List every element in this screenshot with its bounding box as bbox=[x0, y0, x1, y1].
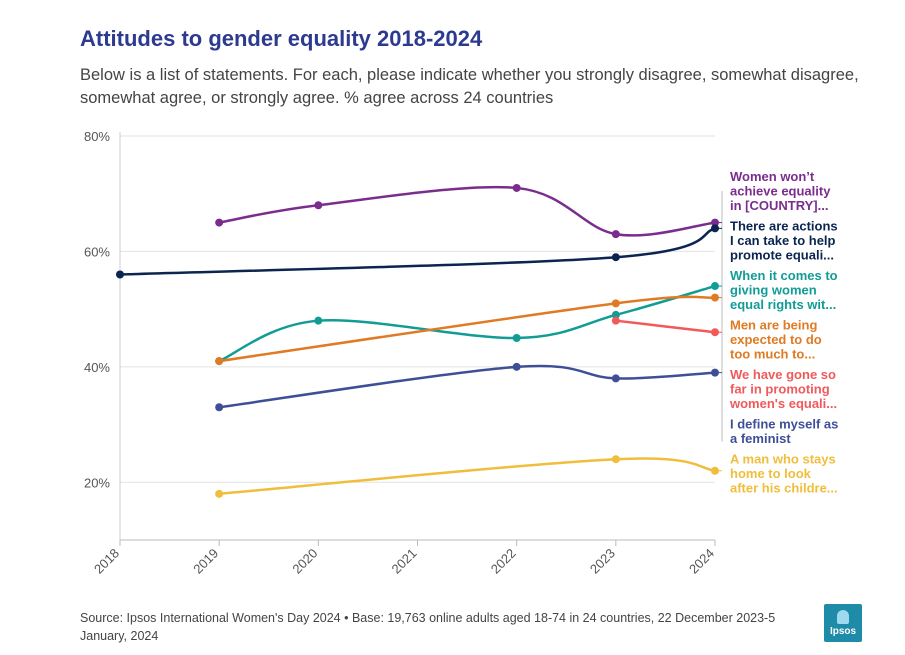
chart-subtitle: Below is a list of statements. For each,… bbox=[80, 66, 859, 107]
series-label-2: equal rights wit... bbox=[730, 297, 836, 312]
series-label-6: after his childre... bbox=[730, 481, 838, 496]
ipsos-logo-text: Ipsos bbox=[829, 626, 857, 637]
ipsos-logo: Ipsos bbox=[824, 604, 862, 642]
series-label-2: giving women bbox=[730, 283, 817, 298]
data-point-2 bbox=[314, 316, 323, 325]
y-tick-label: 40% bbox=[84, 360, 110, 375]
series-line-5 bbox=[217, 364, 717, 409]
data-point-6 bbox=[611, 455, 620, 464]
x-tick-label: 2022 bbox=[488, 546, 519, 577]
x-tick-label: 2020 bbox=[289, 546, 320, 577]
series-label-5: I define myself as bbox=[730, 417, 838, 432]
data-point-0 bbox=[314, 201, 323, 210]
data-point-5 bbox=[611, 374, 620, 383]
series-label-0: in [COUNTRY]... bbox=[730, 198, 828, 213]
chart-title: Attitudes to gender equality 2018-2024 bbox=[80, 26, 483, 51]
x-tick-label: 2023 bbox=[587, 546, 618, 577]
x-tick-label: 2021 bbox=[389, 546, 420, 577]
series-line-4 bbox=[614, 319, 717, 334]
series-label-4: far in promoting bbox=[730, 382, 830, 397]
series-label-4: women's equali... bbox=[729, 396, 837, 411]
series-label-0: achieve equality bbox=[730, 184, 831, 199]
x-tick-label: 2019 bbox=[190, 546, 221, 577]
series-line-0 bbox=[217, 185, 717, 237]
x-tick-label: 2018 bbox=[91, 546, 122, 577]
data-point-0 bbox=[512, 183, 521, 192]
data-point-1 bbox=[116, 270, 124, 279]
series-line-2 bbox=[217, 284, 717, 363]
y-tick-label: 60% bbox=[84, 244, 110, 259]
data-point-3 bbox=[215, 357, 224, 366]
series-label-2: When it comes to bbox=[730, 268, 838, 283]
data-point-0 bbox=[215, 218, 224, 227]
series-label-6: home to look bbox=[730, 466, 812, 481]
axes: 20% 40% 60% 80% 2018 2019 2020 2021 2022 2023 2024 bbox=[84, 129, 717, 577]
source-note: Source: Ipsos International Women's Day … bbox=[80, 611, 776, 643]
data-point-5 bbox=[215, 403, 224, 412]
series-lines bbox=[116, 183, 719, 498]
data-point-3 bbox=[611, 299, 620, 308]
series-label-1: promote equali... bbox=[730, 248, 834, 263]
data-point-6 bbox=[215, 489, 224, 498]
data-point-4 bbox=[611, 316, 620, 325]
x-tick-label: 2024 bbox=[686, 546, 717, 577]
data-point-1 bbox=[611, 253, 620, 262]
data-point-0 bbox=[611, 230, 620, 239]
data-point-2 bbox=[611, 310, 620, 319]
y-tick-label: 80% bbox=[84, 129, 110, 144]
data-point-2 bbox=[512, 334, 521, 342]
y-tick-label: 20% bbox=[84, 475, 110, 490]
series-label-6: A man who stays bbox=[730, 452, 836, 467]
series-label-4: We have gone so bbox=[730, 367, 836, 382]
grid-lines bbox=[120, 135, 715, 483]
series-label-3: Men are being bbox=[730, 318, 817, 333]
series-label-0: Women won’t bbox=[730, 169, 815, 184]
line-chart: 20% 40% 60% 80% 2018 2019 2020 2021 2022 2023 2024… bbox=[84, 129, 838, 577]
series-label-3: expected to do bbox=[730, 332, 822, 347]
series-label-1: There are actions bbox=[730, 219, 838, 234]
ipsos-logo-mark bbox=[837, 610, 849, 624]
series-line-6 bbox=[217, 457, 717, 496]
series-label-1: I can take to help bbox=[730, 233, 836, 248]
series-label-3: too much to... bbox=[730, 347, 815, 362]
series-line-1 bbox=[118, 227, 717, 276]
data-point-5 bbox=[512, 362, 521, 371]
series-line-3 bbox=[217, 295, 717, 363]
series-label-5: a feminist bbox=[730, 431, 791, 446]
